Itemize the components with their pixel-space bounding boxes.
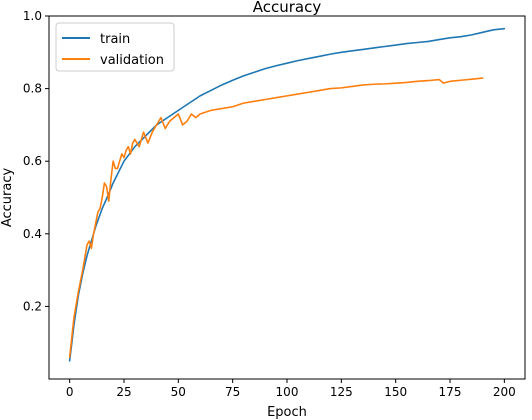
y-axis: 0.2 0.4 0.6 0.8 1.0	[23, 9, 49, 313]
y-tick-label: 0.8	[23, 82, 42, 96]
plot-lines	[68, 27, 506, 362]
x-axis-title: Epoch	[267, 405, 307, 420]
x-tick-label: 100	[276, 385, 299, 399]
y-tick-label: 1.0	[23, 9, 42, 23]
y-tick-label: 0.6	[23, 154, 42, 168]
x-tick-label: 125	[330, 385, 353, 399]
x-tick-label: 200	[493, 385, 516, 399]
chart-title: Accuracy	[253, 0, 322, 16]
x-tick-label: 75	[225, 385, 240, 399]
series-line-train	[68, 27, 506, 362]
x-tick-label: 175	[439, 385, 462, 399]
legend: train validation	[55, 22, 175, 72]
x-tick-label: 25	[116, 385, 131, 399]
x-axis: 0 25 50 75 100 125 150 175 200	[66, 379, 516, 399]
legend-label-validation: validation	[100, 53, 164, 68]
series-line-validation	[68, 77, 484, 359]
x-tick-label: 0	[66, 385, 74, 399]
legend-label-train: train	[100, 32, 130, 47]
y-axis-title: Accuracy	[0, 168, 15, 228]
y-tick-label: 0.4	[23, 227, 42, 241]
x-tick-label: 50	[171, 385, 186, 399]
y-tick-label: 0.2	[23, 299, 42, 313]
x-tick-label: 150	[384, 385, 407, 399]
